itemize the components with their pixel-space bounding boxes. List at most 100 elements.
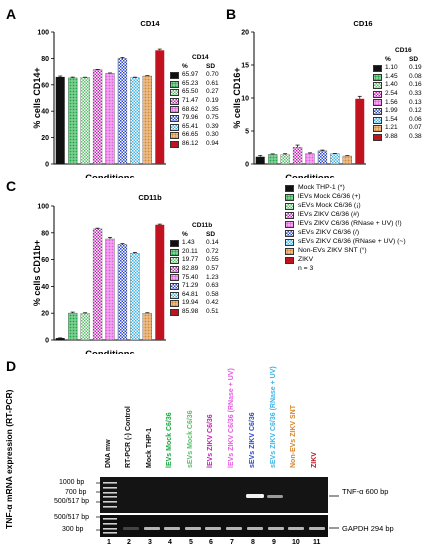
- table-row: 82.89 0.57: [170, 265, 226, 274]
- gapdh-band: [309, 527, 325, 530]
- table-title: CD11b: [192, 222, 213, 229]
- y-tick-label: 80: [41, 56, 49, 63]
- table-row: 19.94 0.42: [170, 299, 226, 308]
- color-swatch: [170, 291, 179, 299]
- table-row: 19.77 0.55: [170, 256, 226, 265]
- x-axis-label: Conditions: [285, 173, 335, 178]
- color-swatch: [170, 123, 179, 131]
- table-header: % SD: [182, 230, 216, 238]
- color-swatch: [373, 99, 382, 107]
- bar: [255, 156, 265, 164]
- gel-lane-number: 5: [189, 539, 193, 546]
- marker-1000: 1000 bp: [59, 479, 85, 486]
- panel-label-a: A: [6, 6, 17, 22]
- legend-item: sEVs ZIKV C6/36 (RNase + UV) (~): [285, 238, 430, 246]
- gapdh-band: [268, 527, 284, 530]
- color-swatch: [170, 265, 179, 273]
- table-title: CD16: [395, 47, 412, 54]
- chart-cd16: 0 5 10 15 20 CD16 % cells CD16+ Conditions: [232, 19, 373, 178]
- table-row: 66.65 0.30: [170, 131, 226, 140]
- color-swatch: [170, 97, 179, 105]
- gapdh-band: [185, 527, 201, 530]
- y-tick-label: 0: [45, 162, 49, 169]
- color-swatch: [170, 80, 179, 88]
- color-swatch: [170, 89, 179, 97]
- color-swatch: [373, 90, 382, 98]
- table-row: 65.50 0.27: [170, 88, 226, 97]
- panel-label-c: C: [6, 178, 17, 194]
- y-tick-label: 40: [41, 109, 49, 116]
- gel-lane-number: 3: [148, 539, 152, 546]
- legend-item: Mock THP-1 (*): [285, 184, 430, 192]
- table-row: 1.43 0.14: [170, 239, 226, 248]
- y-tick-label: 5: [245, 129, 249, 136]
- ladder-band: [103, 482, 117, 484]
- bar: [117, 58, 128, 165]
- table-row: 65.41 0.39: [170, 123, 226, 132]
- bar: [55, 76, 65, 164]
- marker-500-bottom: 500/517 bp: [54, 514, 90, 521]
- y-tick-label: 100: [37, 30, 49, 37]
- color-swatch: [170, 106, 179, 114]
- bar: [305, 153, 315, 165]
- gapdh-band: [144, 527, 160, 530]
- bar: [80, 77, 90, 165]
- bar: [317, 150, 328, 165]
- legend-swatch: [285, 193, 294, 201]
- legend-item: Non-EVs ZIKV SNT (°): [285, 247, 430, 255]
- table-header: % SD: [385, 55, 419, 63]
- table-row: 1.10 0.19: [373, 64, 429, 73]
- bar: [130, 77, 140, 165]
- color-swatch: [170, 257, 179, 265]
- gel-top: [100, 477, 328, 513]
- ladder-band: [103, 501, 117, 503]
- bar: [92, 69, 103, 165]
- table-cd11b: CD11b% SD 1.43 0.14 20.11 0.72 19.77 0.55 82.89 0…: [170, 222, 226, 317]
- x-axis-label: Conditions: [85, 349, 135, 354]
- bar: [280, 154, 290, 165]
- legend-swatch: [285, 184, 294, 192]
- color-swatch: [373, 107, 382, 115]
- color-swatch: [170, 71, 179, 79]
- gapdh-band: [247, 527, 263, 530]
- table-row: 68.62 0.35: [170, 106, 226, 115]
- gel-lane-number: 10: [292, 539, 300, 546]
- legend-swatch: [285, 220, 294, 228]
- color-swatch: [170, 114, 179, 122]
- color-swatch: [170, 274, 179, 282]
- bar: [92, 228, 103, 341]
- table-row: 86.12 0.94: [170, 140, 226, 149]
- color-swatch: [170, 282, 179, 290]
- y-tick-label: 100: [37, 204, 49, 211]
- table-row: 9.88 0.38: [373, 133, 429, 142]
- color-swatch: [170, 308, 179, 316]
- gel-lane-number: 11: [313, 539, 321, 546]
- ladder-band: [103, 496, 117, 498]
- panel-label-d: D: [6, 358, 17, 374]
- table-row: 65.23 0.61: [170, 80, 226, 89]
- y-tick-label: 15: [241, 63, 249, 70]
- panel-label-b: B: [226, 6, 237, 22]
- table-row: 1.56 0.13: [373, 99, 429, 108]
- gapdh-band: [226, 527, 242, 530]
- table-row: 64.81 0.58: [170, 291, 226, 300]
- table-row: 65.97 0.70: [170, 71, 226, 80]
- color-swatch: [373, 125, 382, 133]
- y-tick-label: 60: [41, 257, 49, 264]
- color-swatch: [170, 140, 179, 148]
- gel-lane-number: 9: [272, 539, 276, 546]
- gel-lane-number: 8: [251, 539, 255, 546]
- bar: [355, 98, 365, 164]
- ladder-band: [103, 528, 117, 530]
- gel-lane-number: 6: [209, 539, 213, 546]
- table-row: 85.98 0.51: [170, 308, 226, 317]
- tnf-band: [246, 494, 264, 498]
- bar: [105, 238, 115, 341]
- ladder-band: [103, 523, 117, 525]
- legend-item: lEVs Mock C6/36 (+): [285, 193, 430, 201]
- table-row: 71.29 0.63: [170, 282, 226, 291]
- marker-300: 300 bp: [62, 526, 84, 533]
- bar: [68, 312, 78, 341]
- y-tick-label: 20: [241, 30, 249, 37]
- chart-cd11b: 0 20 40 60 80 100 CD11b % cells CD11b+ Condition…: [32, 193, 166, 354]
